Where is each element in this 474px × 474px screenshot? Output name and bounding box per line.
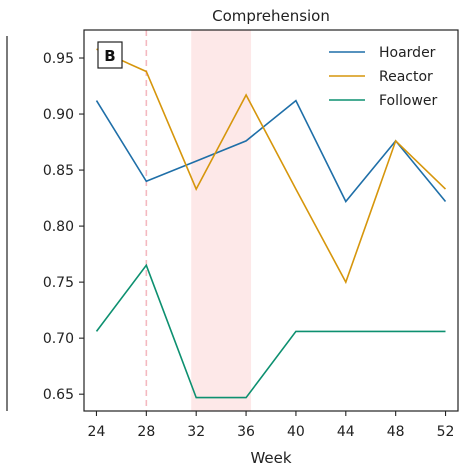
- highlight-span: [191, 30, 252, 411]
- legend-label-hoarder: Hoarder: [379, 45, 436, 61]
- legend-label-follower: Follower: [379, 93, 438, 109]
- x-tick-label: 32: [187, 424, 205, 440]
- x-tick-label: 28: [137, 424, 155, 440]
- plot-frame: [83, 29, 459, 412]
- series-line-reactor: [96, 48, 447, 285]
- y-tick-label: 0.95: [43, 51, 74, 67]
- x-tick-label: 44: [337, 424, 355, 440]
- x-axis: 24 28 32 36 40 44 48 52: [88, 411, 455, 440]
- x-tick-label: 40: [287, 424, 305, 440]
- x-tick-label: 48: [387, 424, 405, 440]
- y-tick-label: 0.70: [43, 331, 74, 347]
- y-tick-label: 0.85: [43, 163, 74, 179]
- series-line-hoarder: [95, 99, 447, 203]
- x-tick-label: 24: [88, 424, 106, 440]
- x-tick-label: 36: [237, 424, 255, 440]
- y-axis: 0.65 0.70 0.75 0.80 0.85 0.90 0.95: [43, 51, 84, 403]
- x-tick-label: 52: [437, 424, 455, 440]
- x-axis-label: Week: [250, 449, 291, 467]
- y-tick-label: 0.90: [43, 107, 74, 123]
- y-tick-label: 0.80: [43, 219, 74, 235]
- y-tick-label: 0.75: [43, 275, 74, 291]
- series-lines: [95, 48, 447, 399]
- chart-title: Comprehension: [212, 7, 330, 25]
- series-line-follower: [95, 263, 446, 399]
- legend-label-reactor: Reactor: [379, 69, 433, 85]
- y-tick-label: 0.65: [43, 387, 74, 403]
- panel-tag-box: [97, 41, 123, 69]
- legend: Hoarder Reactor Follower: [329, 45, 438, 109]
- panel-tag: B: [104, 47, 115, 65]
